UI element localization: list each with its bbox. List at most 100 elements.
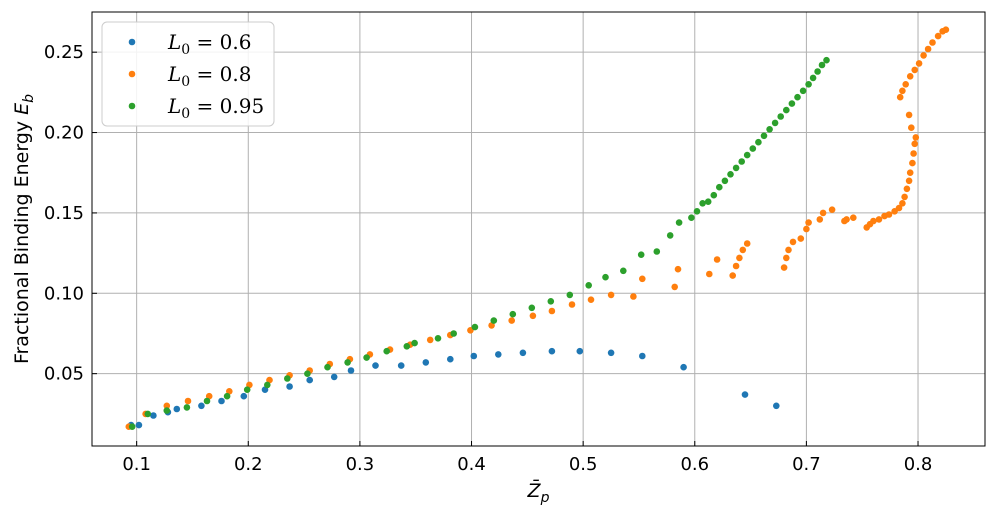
y-tick-label: 0.15 [44, 203, 84, 224]
data-point [902, 81, 909, 88]
data-point [819, 209, 827, 217]
data-point [639, 352, 646, 360]
data-point [741, 391, 749, 398]
x-tick-label: 0.5 [569, 454, 598, 475]
data-point [243, 386, 251, 394]
data-point [675, 219, 683, 226]
data-point [906, 73, 914, 80]
data-point [264, 381, 271, 389]
data-point [783, 254, 790, 262]
data-point [738, 158, 745, 165]
data-point [909, 159, 916, 167]
data-point [942, 26, 950, 33]
data-point [788, 100, 796, 107]
data-point [910, 150, 917, 157]
data-point [899, 87, 906, 95]
legend-marker [128, 70, 136, 78]
y-tick-label: 0.25 [44, 42, 84, 63]
data-point [915, 60, 923, 67]
data-point [797, 235, 805, 242]
x-tick-label: 0.1 [122, 454, 151, 475]
data-point [344, 359, 351, 366]
data-point [495, 351, 502, 358]
data-point [688, 214, 695, 221]
data-point [547, 298, 555, 305]
data-point [924, 45, 932, 53]
data-point [929, 39, 936, 46]
legend-label: L0 = 0.6 [167, 30, 251, 58]
data-point [803, 225, 810, 233]
data-point [397, 362, 405, 369]
data-point [411, 339, 418, 347]
data-point [870, 217, 877, 225]
data-point [766, 126, 773, 133]
data-point [906, 169, 914, 176]
x-tick-label: 0.4 [457, 454, 486, 475]
data-point [908, 124, 915, 131]
data-point [422, 359, 430, 366]
data-point [805, 219, 812, 226]
axis-ticks: 0.1 0.2 0.3 0.4 0.5 0.6 0.7 0.8 0.05 0.10 0.15 0.20… [44, 42, 932, 475]
data-point [548, 307, 556, 315]
data-point [240, 392, 248, 400]
data-point [509, 310, 517, 318]
data-point [911, 66, 918, 74]
data-point [911, 140, 918, 148]
data-point [885, 211, 893, 218]
data-point [324, 363, 331, 371]
data-point [850, 214, 857, 221]
data-point [743, 240, 751, 247]
data-point [576, 347, 584, 355]
legend: L0 = 0.6 L0 = 0.8 L0 = 0.95 [101, 21, 275, 127]
data-point [639, 275, 646, 283]
data-point [128, 423, 136, 431]
legend-label: L0 = 0.95 [167, 94, 264, 122]
data-point [620, 267, 627, 275]
data-point [771, 119, 779, 127]
data-point [363, 354, 370, 361]
x-tick-label: 0.8 [904, 454, 933, 475]
data-point [727, 171, 734, 178]
data-point [785, 246, 792, 254]
plot-frame [91, 11, 986, 447]
data-point [716, 183, 723, 191]
data-point [184, 397, 192, 405]
legend-marker [128, 38, 136, 46]
data-point [490, 317, 498, 324]
y-tick-label: 0.05 [44, 364, 84, 385]
x-tick-label: 0.6 [680, 454, 709, 475]
data-point [704, 198, 712, 205]
data-point [912, 134, 920, 141]
data-point [450, 330, 458, 337]
data-point [666, 232, 674, 239]
data-point [330, 373, 338, 381]
data-point [602, 273, 609, 281]
x-tick-label: 0.7 [792, 454, 821, 475]
data-point [729, 272, 736, 279]
data-point [816, 216, 824, 223]
data-point [901, 193, 908, 201]
data-point [895, 204, 903, 212]
data-point [809, 74, 817, 82]
data-point [403, 343, 411, 350]
data-point [587, 296, 595, 304]
data-point [203, 397, 211, 405]
data-point [528, 304, 536, 312]
data-point [607, 349, 615, 357]
data-point [736, 254, 743, 262]
data-point [732, 164, 740, 172]
data-point [674, 265, 682, 273]
data-point [934, 32, 942, 40]
data-point [732, 262, 740, 270]
legend-label: L0 = 0.8 [167, 62, 251, 90]
data-point [470, 352, 478, 360]
data-point [818, 61, 826, 69]
data-point [630, 293, 637, 300]
data-point [548, 347, 556, 355]
data-point [183, 404, 191, 411]
data-point [447, 355, 454, 363]
data-point [372, 362, 379, 369]
data-point [903, 185, 911, 193]
legend-box [101, 21, 275, 127]
